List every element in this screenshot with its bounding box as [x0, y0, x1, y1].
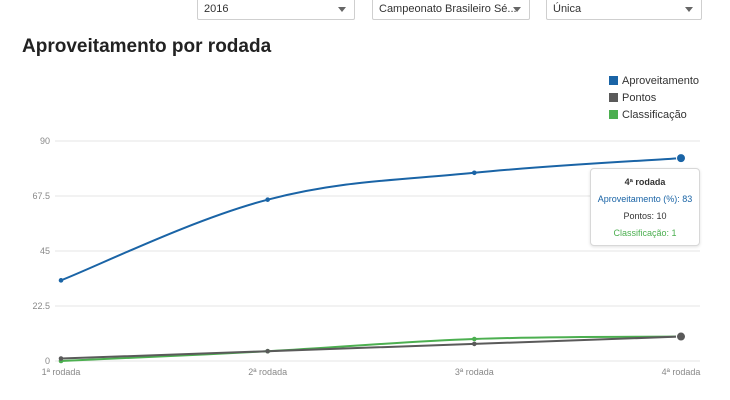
tooltip-title: 4ª rodada: [624, 177, 666, 187]
phase-select-value: Única: [553, 3, 582, 15]
series-line-pontos: [60, 335, 682, 360]
legend-item-aproveitamento[interactable]: Aproveitamento: [609, 72, 699, 89]
tooltip-aproveitamento: Aproveitamento (%): 83: [597, 194, 693, 204]
data-point[interactable]: [472, 341, 477, 347]
competition-select[interactable]: Campeonato Brasileiro Sé...: [372, 0, 530, 20]
chevron-down-icon: [685, 7, 693, 12]
legend-label: Pontos: [622, 91, 657, 104]
series-line-aproveitamento: [60, 157, 682, 282]
legend-swatch: [609, 93, 618, 102]
year-select[interactable]: 2016: [197, 0, 355, 20]
legend-item-classificacao[interactable]: Classificação: [609, 106, 699, 123]
x-tick-label: 1ª rodada: [42, 367, 81, 377]
data-point[interactable]: [472, 336, 477, 342]
legend-swatch: [609, 76, 618, 85]
x-tick-label: 2ª rodada: [248, 367, 287, 377]
chart-tooltip: 4ª rodada Aproveitamento (%): 83 Pontos:…: [590, 168, 700, 246]
data-point[interactable]: [265, 197, 270, 202]
tooltip-pontos: Pontos: 10: [623, 211, 667, 221]
data-point[interactable]: [676, 331, 686, 342]
data-point[interactable]: [472, 170, 477, 176]
competition-select-value: Campeonato Brasileiro Sé...: [379, 3, 517, 15]
data-point[interactable]: [58, 356, 64, 361]
y-tick-label: 22.5: [32, 301, 50, 311]
data-point[interactable]: [58, 278, 64, 283]
legend-label: Classificação: [622, 108, 687, 121]
phase-select[interactable]: Única: [546, 0, 702, 20]
year-select-value: 2016: [204, 3, 229, 15]
chevron-down-icon: [338, 7, 346, 12]
data-point[interactable]: [676, 153, 686, 164]
x-tick-label: 4ª rodada: [662, 367, 701, 377]
chart-title: Aproveitamento por rodada: [22, 36, 272, 57]
x-tick-label: 3ª rodada: [455, 367, 494, 377]
legend-swatch: [609, 110, 618, 119]
y-tick-label: 45: [40, 246, 50, 256]
tooltip-classificacao: Classificação: 1: [613, 228, 677, 238]
chart-legend: Aproveitamento Pontos Classificação: [609, 72, 699, 123]
y-tick-label: 90: [40, 136, 50, 146]
series-line-classificacao: [60, 335, 682, 362]
y-tick-label: 67.5: [32, 191, 50, 201]
chevron-down-icon: [513, 7, 521, 12]
legend-item-pontos[interactable]: Pontos: [609, 89, 699, 106]
data-point[interactable]: [265, 348, 270, 354]
y-tick-label: 0: [45, 356, 50, 366]
legend-label: Aproveitamento: [622, 74, 700, 87]
